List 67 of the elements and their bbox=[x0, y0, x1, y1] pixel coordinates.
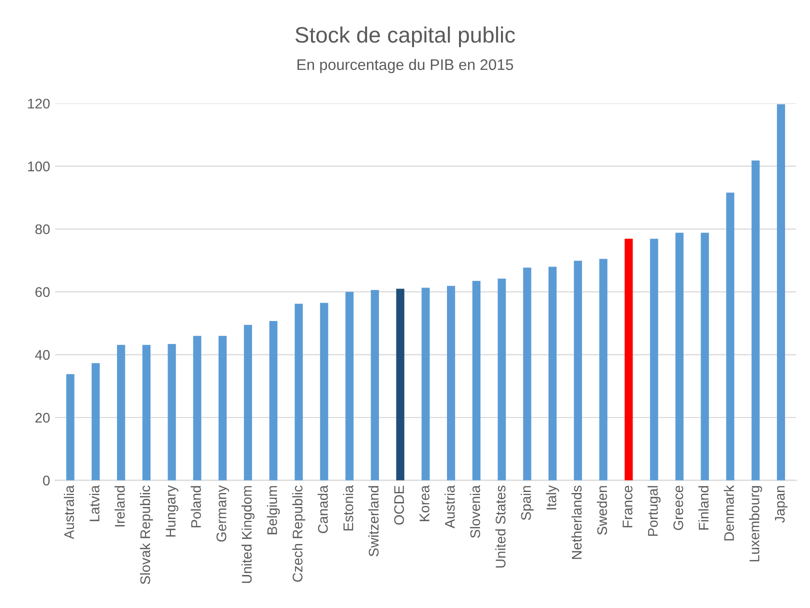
bar bbox=[345, 292, 354, 480]
x-tick-label: Latvia bbox=[89, 485, 100, 522]
bar bbox=[66, 374, 74, 480]
bar bbox=[548, 266, 557, 480]
bar bbox=[218, 336, 227, 480]
x-tick-label: Canada bbox=[318, 485, 328, 534]
x-tick-label: Japan bbox=[775, 486, 788, 523]
bar bbox=[752, 160, 760, 480]
x-tick-label: Slovenia bbox=[470, 485, 480, 538]
bar bbox=[776, 104, 786, 480]
x-tick-label: Sweden bbox=[596, 486, 608, 535]
x-tick-label: Estonia bbox=[343, 485, 354, 530]
x-tick-label: Netherlands bbox=[571, 486, 582, 559]
bar bbox=[700, 232, 709, 480]
y-tick-label: 40 bbox=[35, 350, 50, 360]
bar bbox=[650, 238, 658, 480]
bar bbox=[269, 321, 278, 480]
bar bbox=[472, 280, 480, 480]
x-tick-label: Finland bbox=[698, 486, 709, 530]
bar bbox=[574, 260, 582, 480]
bar bbox=[498, 278, 506, 480]
x-tick-label: Poland bbox=[190, 486, 201, 528]
y-tick-label: 20 bbox=[35, 412, 50, 423]
bar bbox=[142, 344, 151, 480]
x-tick-label: Austria bbox=[444, 485, 455, 528]
x-tick-label: United Kingdom bbox=[242, 486, 254, 583]
x-tick-label: Hungary bbox=[166, 485, 178, 537]
x-tick-label: Belgium bbox=[266, 486, 280, 534]
y-tick-label: 80 bbox=[35, 224, 50, 234]
x-tick-label: United States bbox=[495, 486, 506, 568]
bar bbox=[320, 302, 328, 480]
x-tick-label: Luxembourg bbox=[749, 486, 762, 562]
chart-title: Stock de capital public bbox=[295, 26, 515, 48]
x-tick-label: Spain bbox=[520, 486, 534, 520]
y-tick-label: 120 bbox=[28, 98, 50, 109]
y-tick-label: 60 bbox=[35, 287, 50, 298]
x-tick-label: Ireland bbox=[114, 486, 125, 526]
bar bbox=[294, 304, 303, 480]
x-tick-label: France bbox=[622, 486, 632, 528]
bar bbox=[422, 288, 430, 480]
bar bbox=[92, 363, 100, 480]
x-tick-label: Italy bbox=[546, 485, 560, 510]
x-tick-label: OCDE bbox=[394, 486, 404, 525]
y-tick-label: 0 bbox=[43, 476, 50, 486]
bar bbox=[446, 286, 456, 480]
x-tick-label: Germany bbox=[216, 485, 230, 542]
bar bbox=[168, 344, 176, 480]
bar bbox=[193, 336, 202, 480]
x-tick-label: Czech Republic bbox=[292, 486, 306, 582]
x-tick-label: Korea bbox=[420, 485, 430, 522]
x-tick-label: Greece bbox=[673, 486, 684, 530]
bar bbox=[244, 324, 252, 480]
chart-subtitle: En pourcentage du PIB en 2015 bbox=[298, 58, 514, 74]
bar bbox=[523, 268, 532, 480]
bar bbox=[396, 288, 404, 480]
x-tick-label: Denmark bbox=[724, 485, 734, 540]
bar bbox=[599, 258, 608, 480]
bar bbox=[370, 290, 379, 480]
bar bbox=[726, 192, 734, 480]
y-tick-label: 100 bbox=[28, 162, 50, 172]
bar bbox=[117, 344, 126, 480]
x-tick-label: Portugal bbox=[648, 486, 661, 536]
bar bbox=[675, 232, 684, 480]
x-tick-label: Switzerland bbox=[368, 486, 379, 556]
bar bbox=[624, 238, 633, 480]
x-tick-label: Slovak Republic bbox=[140, 486, 153, 584]
x-tick-label: Australia bbox=[64, 485, 74, 540]
